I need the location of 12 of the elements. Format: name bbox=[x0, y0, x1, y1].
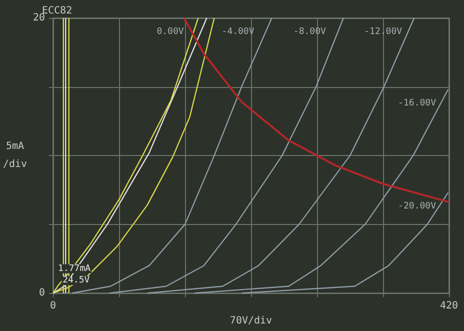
x-tick-label: 420 bbox=[440, 300, 458, 312]
series-label: -8.00V bbox=[293, 27, 326, 37]
series-label: -4.00V bbox=[222, 27, 255, 37]
series-label: -16.00V bbox=[398, 98, 437, 109]
y-axis-title: 5mA /div bbox=[2, 141, 28, 170]
x-axis-title: 70V/div bbox=[230, 316, 272, 326]
annotation: 1.77mA bbox=[58, 264, 92, 274]
annotation: 24.5V bbox=[62, 276, 90, 286]
series-label: -12.00V bbox=[364, 27, 403, 37]
series-label: 0.00V bbox=[156, 27, 184, 37]
series-label: -20.00V bbox=[398, 202, 437, 212]
y-tick-label: 20 bbox=[32, 12, 46, 24]
